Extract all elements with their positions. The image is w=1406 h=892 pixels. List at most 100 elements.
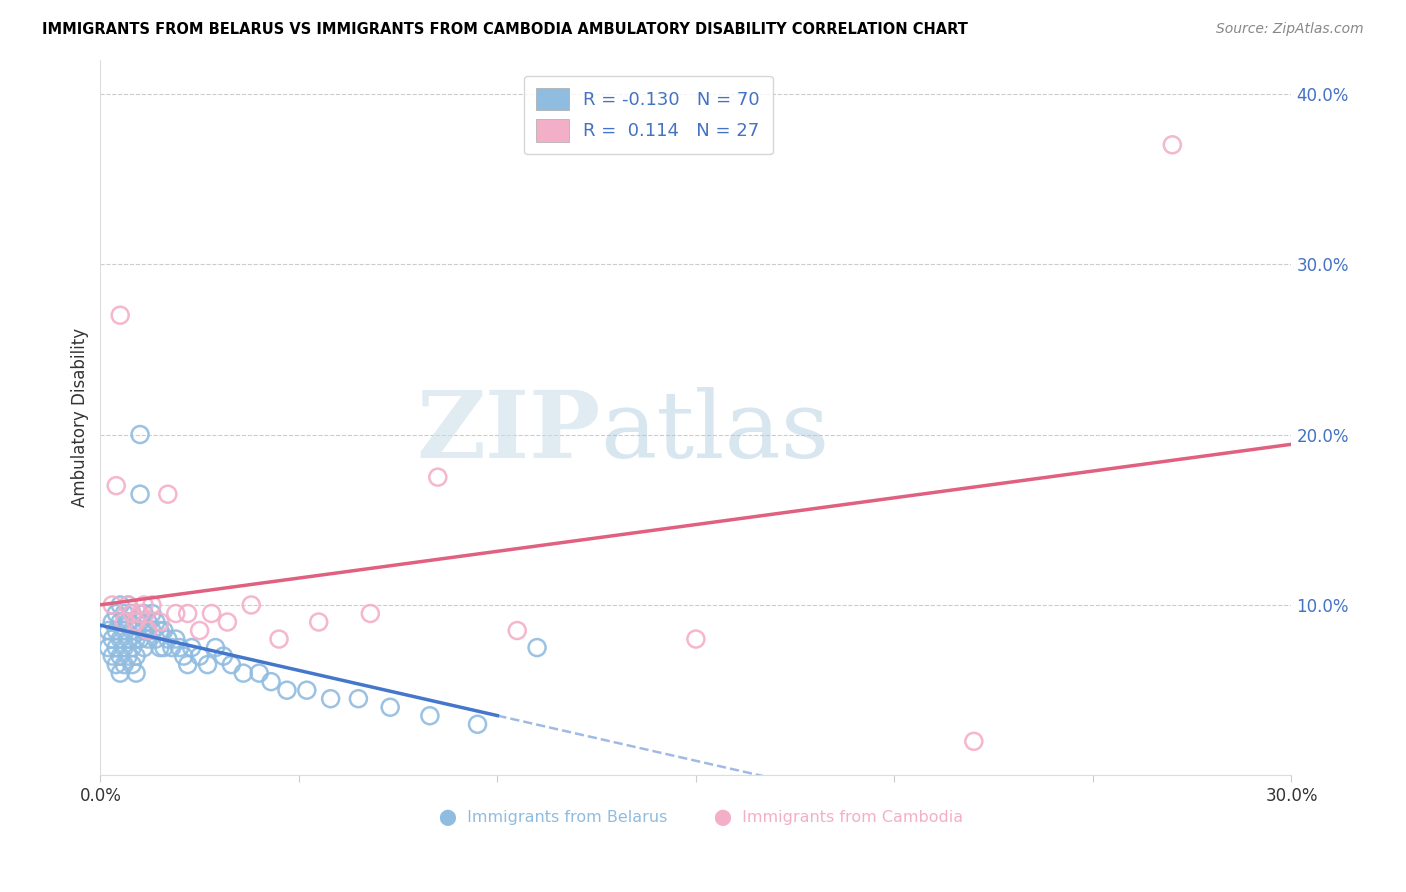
Point [97, 640, 120, 655]
Point [136, 615, 159, 629]
Y-axis label: Ambulatory Disability: Ambulatory Disability [72, 328, 89, 507]
Point [141, 624, 163, 638]
Point [125, 666, 148, 681]
Point [1161, 137, 1184, 152]
Point [112, 640, 135, 655]
Point [156, 632, 179, 646]
Point [121, 624, 143, 638]
Legend: R = -0.130   N = 70, R =  0.114   N = 27: R = -0.130 N = 70, R = 0.114 N = 27 [524, 76, 773, 154]
Text: ZIP: ZIP [416, 387, 600, 477]
Point [276, 683, 298, 698]
Point [165, 632, 187, 646]
Point [108, 632, 131, 646]
Point [165, 607, 187, 621]
Point [132, 607, 155, 621]
Point [108, 598, 131, 612]
Point [101, 649, 124, 664]
Point [105, 657, 128, 672]
Point [149, 640, 172, 655]
Point [200, 607, 222, 621]
Point [101, 615, 124, 629]
Point [112, 657, 135, 672]
Point [108, 649, 131, 664]
Point [136, 624, 159, 638]
Text: atlas: atlas [600, 387, 830, 477]
Point [176, 607, 198, 621]
Point [105, 478, 128, 492]
Point [217, 615, 239, 629]
Point [125, 649, 148, 664]
Point [267, 632, 290, 646]
Point [117, 615, 139, 629]
Point [108, 666, 131, 681]
Point [136, 632, 159, 646]
Point [173, 649, 195, 664]
Point [117, 598, 139, 612]
Point [260, 674, 283, 689]
Point [112, 607, 135, 621]
Point [125, 615, 148, 629]
Point [108, 308, 131, 322]
Point [121, 607, 143, 621]
Point [101, 632, 124, 646]
Point [149, 615, 172, 629]
Point [105, 640, 128, 655]
Point [212, 649, 235, 664]
Point [160, 640, 183, 655]
Text: ⬤  Immigrants from Cambodia: ⬤ Immigrants from Cambodia [714, 809, 963, 825]
Point [295, 683, 318, 698]
Point [121, 657, 143, 672]
Point [117, 598, 139, 612]
Point [180, 640, 202, 655]
Point [141, 607, 163, 621]
Point [145, 615, 167, 629]
Point [125, 615, 148, 629]
Point [169, 640, 191, 655]
Text: IMMIGRANTS FROM BELARUS VS IMMIGRANTS FROM CAMBODIA AMBULATORY DISABILITY CORREL: IMMIGRANTS FROM BELARUS VS IMMIGRANTS FR… [42, 22, 969, 37]
Point [685, 632, 707, 646]
Text: Source: ZipAtlas.com: Source: ZipAtlas.com [1216, 22, 1364, 37]
Point [232, 666, 254, 681]
Point [156, 487, 179, 501]
Point [125, 632, 148, 646]
Point [963, 734, 986, 748]
Point [132, 640, 155, 655]
Point [153, 624, 176, 638]
Point [129, 615, 152, 629]
Point [153, 640, 176, 655]
Point [197, 657, 219, 672]
Point [129, 487, 152, 501]
Point [319, 691, 342, 706]
Point [506, 624, 529, 638]
Point [101, 598, 124, 612]
Point [221, 657, 243, 672]
Text: ⬤  Immigrants from Belarus: ⬤ Immigrants from Belarus [439, 809, 668, 825]
Point [467, 717, 489, 731]
Point [526, 640, 548, 655]
Point [117, 632, 139, 646]
Point [132, 598, 155, 612]
Point [132, 624, 155, 638]
Point [204, 640, 226, 655]
Point [149, 624, 172, 638]
Point [359, 607, 381, 621]
Point [145, 632, 167, 646]
Point [129, 427, 152, 442]
Point [419, 708, 441, 723]
Point [188, 649, 211, 664]
Point [247, 666, 270, 681]
Point [121, 640, 143, 655]
Point [129, 607, 152, 621]
Point [308, 615, 330, 629]
Point [347, 691, 370, 706]
Point [188, 624, 211, 638]
Point [176, 657, 198, 672]
Point [141, 598, 163, 612]
Point [108, 615, 131, 629]
Point [121, 607, 143, 621]
Point [426, 470, 449, 484]
Point [112, 624, 135, 638]
Point [380, 700, 402, 714]
Point [105, 607, 128, 621]
Point [97, 624, 120, 638]
